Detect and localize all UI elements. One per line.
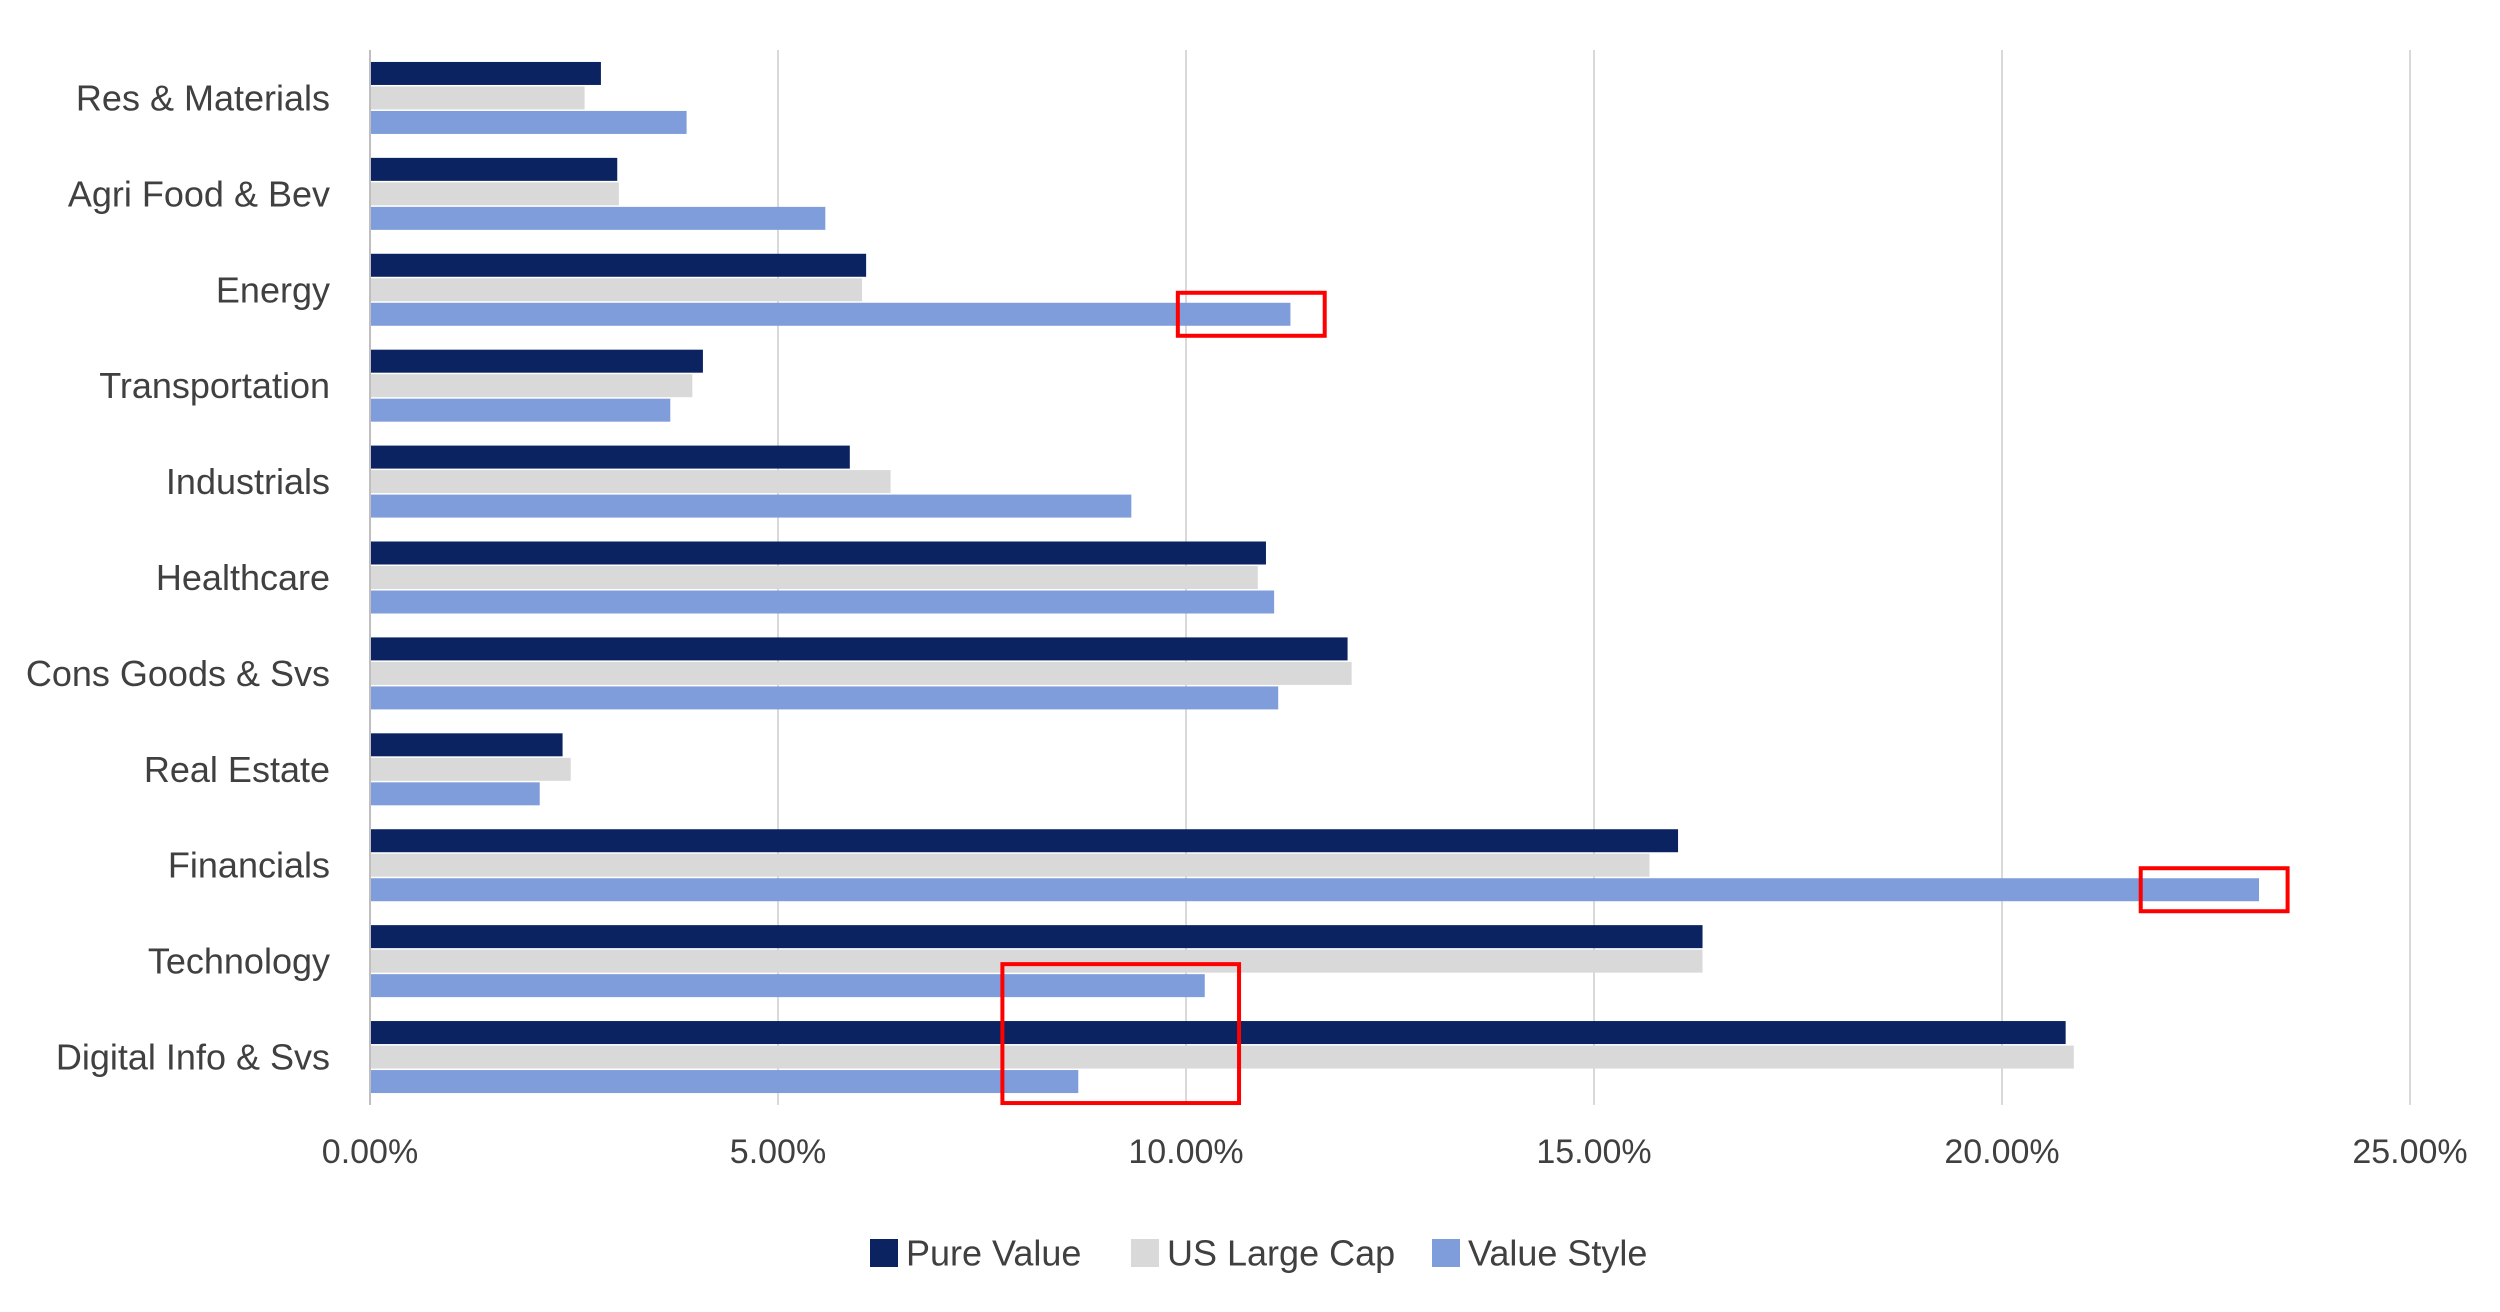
bar <box>370 757 571 781</box>
x-tick-label: 15.00% <box>1536 1133 1651 1171</box>
bar <box>370 925 1703 949</box>
bar <box>370 302 1291 326</box>
x-tick-labels: 0.00% 5.00% 10.00% 15.00% 20.00% 25.00% <box>322 1133 2468 1171</box>
category-label: Energy <box>216 269 330 310</box>
category-label: Technology <box>148 941 330 982</box>
x-tick-label: 5.00% <box>730 1133 826 1171</box>
bar <box>370 566 1258 589</box>
legend-swatch <box>1131 1239 1159 1267</box>
bar <box>370 445 850 469</box>
bar <box>370 949 1703 973</box>
x-tick-label: 20.00% <box>1944 1133 2059 1171</box>
category-label: Digital Info & Svs <box>56 1037 330 1078</box>
category-label: Res & Materials <box>76 77 330 118</box>
bars <box>370 61 2260 1094</box>
bar <box>370 686 1279 710</box>
bar <box>370 182 619 206</box>
bar <box>370 782 540 806</box>
x-tick-label: 0.00% <box>322 1133 418 1171</box>
bar <box>370 206 826 230</box>
bar <box>370 733 563 757</box>
bar <box>370 1070 1079 1094</box>
highlight-box <box>1175 290 1327 338</box>
annotations <box>1000 290 2290 1106</box>
bar <box>370 494 1132 518</box>
x-tick-label: 10.00% <box>1128 1133 1243 1171</box>
x-tick-label: 25.00% <box>2352 1133 2467 1171</box>
category-label: Healthcare <box>156 557 330 598</box>
highlight-box <box>2138 866 2290 914</box>
bar <box>370 878 2260 902</box>
bar <box>370 278 863 302</box>
category-label: Transportation <box>99 365 330 406</box>
bar <box>370 590 1275 614</box>
legend-label: Pure Value <box>906 1233 1081 1274</box>
bar <box>370 110 687 134</box>
highlight-box <box>1000 962 1242 1106</box>
bar <box>370 974 1205 998</box>
category-label: Industrials <box>166 461 330 502</box>
bar <box>370 637 1348 661</box>
bar <box>370 61 601 85</box>
bar <box>370 541 1266 565</box>
bar <box>370 853 1650 877</box>
legend-swatch <box>1432 1239 1460 1267</box>
bar <box>370 829 1679 853</box>
bar <box>370 661 1352 685</box>
bar <box>370 398 671 422</box>
category-label: Cons Goods & Svs <box>26 653 330 694</box>
bar <box>370 1021 2066 1045</box>
bar <box>370 157 618 181</box>
bar <box>370 253 867 277</box>
bar <box>370 1045 2074 1069</box>
bar <box>370 374 693 398</box>
bar <box>370 349 703 373</box>
legend-label: US Large Cap <box>1167 1233 1395 1274</box>
category-label: Agri Food & Bev <box>68 173 330 214</box>
legend-swatch <box>870 1239 898 1267</box>
bar <box>370 86 585 110</box>
category-label: Financials <box>168 845 330 886</box>
legend: Pure Value US Large Cap Value Style <box>870 1233 1647 1274</box>
category-labels: Res & Materials Agri Food & Bev Energy Tran… <box>26 77 330 1077</box>
legend-label: Value Style <box>1468 1233 1647 1274</box>
category-label: Real Estate <box>144 749 330 790</box>
bar <box>370 470 891 494</box>
